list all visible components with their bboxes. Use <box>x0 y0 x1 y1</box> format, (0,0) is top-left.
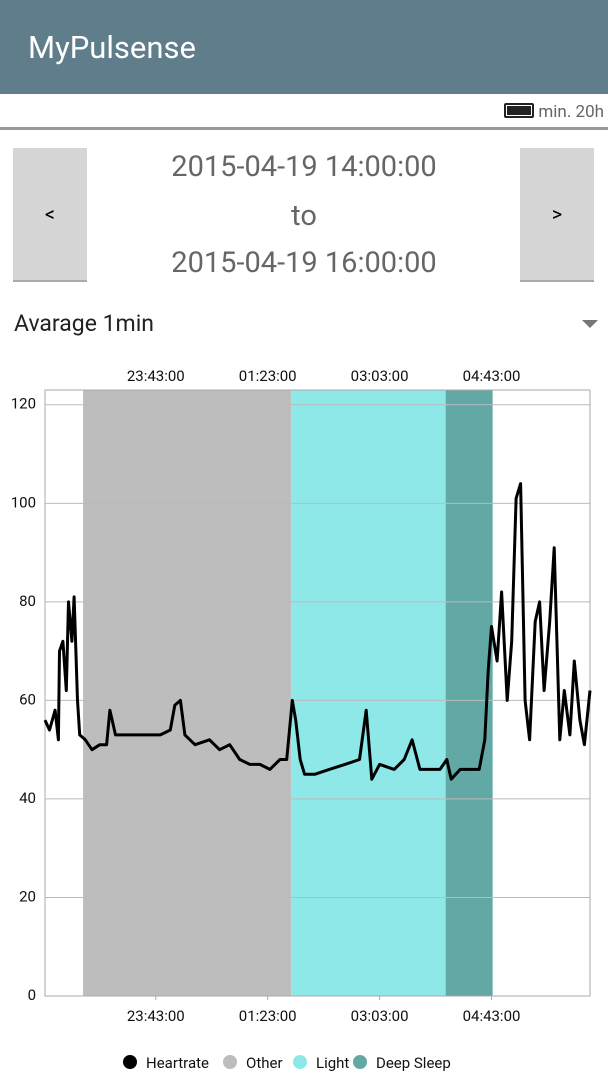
sleep-band <box>291 390 446 996</box>
x-tick-label-top: 23:43:00 <box>127 367 185 385</box>
range-end: 2015-04-19 16:00:00 <box>171 246 437 280</box>
y-tick-label: 20 <box>19 887 36 905</box>
legend-swatch <box>223 1055 237 1069</box>
x-tick-label-top: 03:03:00 <box>351 367 409 385</box>
legend-label: Deep Sleep <box>376 1054 451 1072</box>
legend-label: Other <box>246 1054 283 1072</box>
y-tick-label: 60 <box>19 690 36 708</box>
sleep-band <box>83 390 292 996</box>
y-tick-label: 120 <box>11 395 36 413</box>
range-to: to <box>291 199 317 233</box>
next-button[interactable]: > <box>520 148 594 282</box>
x-tick-label: 01:23:00 <box>239 1007 297 1025</box>
dropdown-arrow[interactable] <box>582 320 598 328</box>
x-tick-label-top: 01:23:00 <box>239 367 297 385</box>
x-tick-label: 23:43:00 <box>127 1007 185 1025</box>
range-start: 2015-04-19 14:00:00 <box>171 150 437 184</box>
legend-swatch <box>123 1055 137 1069</box>
heartrate-line <box>43 482 592 781</box>
legend-label: Light <box>316 1054 349 1072</box>
app-bar: MyPulsense <box>0 0 608 94</box>
divider <box>0 127 608 130</box>
battery-icon <box>504 103 535 118</box>
chart: 0 20 40 60 80 100 120 23:43:00 23:43:00 01:23:00 0… <box>11 367 592 1072</box>
battery: min. 20h <box>504 102 604 122</box>
legend-label: Heartrate <box>146 1054 209 1072</box>
legend-swatch <box>293 1055 307 1069</box>
y-tick-label: 100 <box>11 493 36 511</box>
y-tick-label: 0 <box>28 986 36 1004</box>
x-tick-label: 03:03:00 <box>351 1007 409 1025</box>
prev-button[interactable]: < <box>13 148 87 282</box>
app-title: MyPulsense <box>28 29 196 66</box>
x-tick-label-top: 04:43:00 <box>463 367 521 385</box>
legend-swatch <box>353 1055 367 1069</box>
x-tick-label: 04:43:00 <box>463 1007 521 1025</box>
battery-text: min. 20h <box>538 102 604 122</box>
y-tick-label: 80 <box>19 592 36 610</box>
sleep-band <box>445 390 493 996</box>
dropdown[interactable]: Avarage 1min <box>14 310 154 337</box>
y-tick-label: 40 <box>19 789 36 807</box>
